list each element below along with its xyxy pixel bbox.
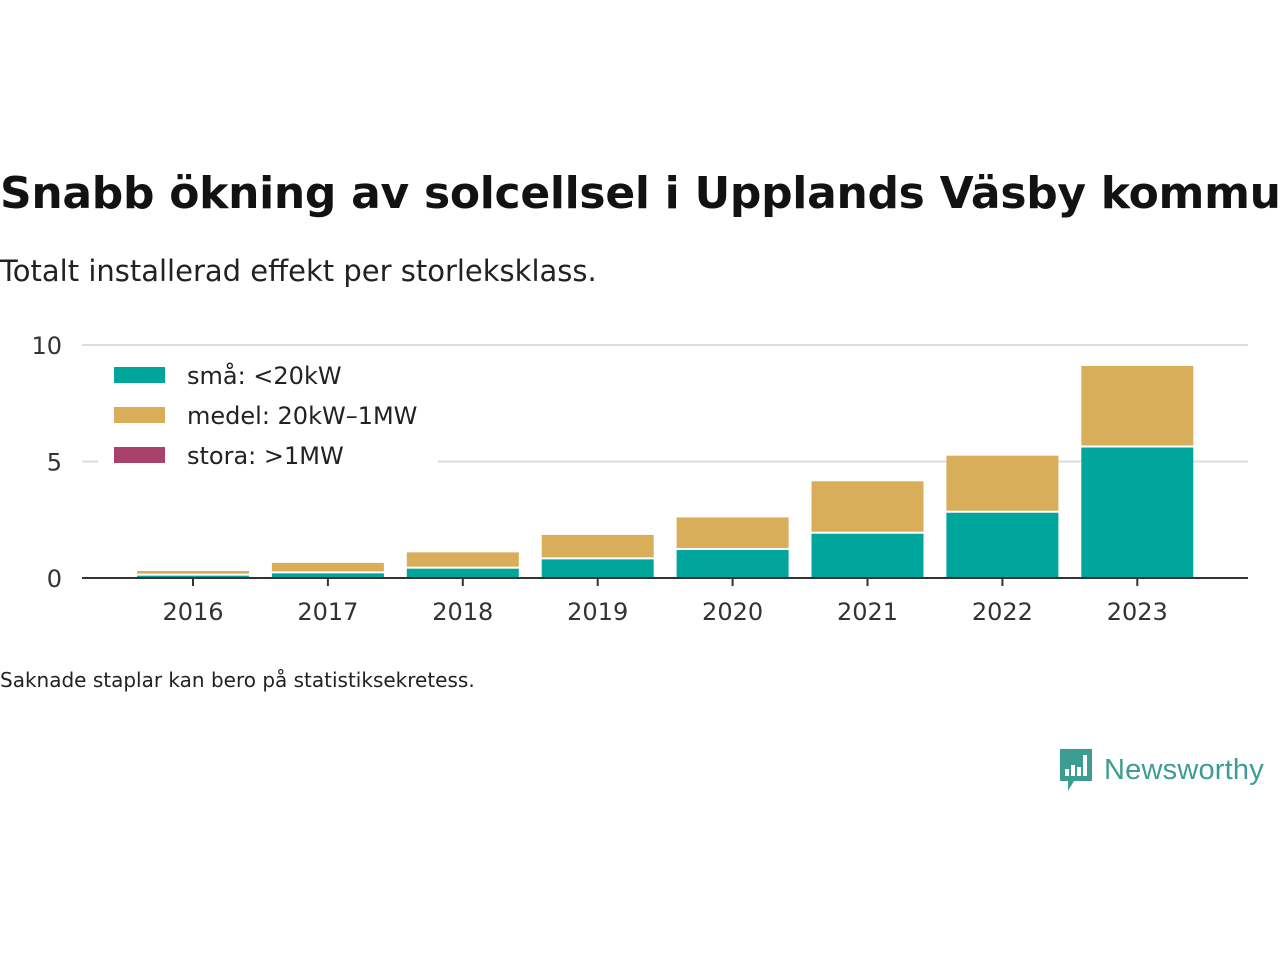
legend-swatch (114, 447, 165, 463)
x-tick-label: 2018 (432, 598, 493, 626)
bar-2018-series-1 (406, 552, 519, 567)
bar-2017-series-1 (271, 562, 384, 572)
bar-2022-series-1 (946, 455, 1059, 511)
bar-2019-series-1 (541, 534, 654, 558)
legend-swatch (114, 407, 165, 423)
bar-2022-series-0 (946, 512, 1059, 578)
footnote: Saknade staplar kan bero på statistiksek… (0, 668, 475, 692)
x-tick-label: 2022 (972, 598, 1033, 626)
y-tick-label: 0 (47, 565, 62, 593)
stacked-bar-chart: 0 5 10 2016 2017 2018 2019 2020 2021 2022 2023 små… (31, 332, 1248, 626)
x-tick-label: 2021 (837, 598, 898, 626)
legend-label: medel: 20kW–1MW (187, 402, 417, 430)
bar-2019-series-0 (541, 559, 654, 578)
x-tick-label: 2016 (162, 598, 223, 626)
brand-name: Newsworthy (1104, 753, 1264, 786)
legend-label: stora: >1MW (187, 442, 344, 470)
x-tick-label: 2023 (1107, 598, 1168, 626)
bar-2020-series-1 (676, 517, 789, 549)
legend: små: <20kW medel: 20kW–1MW stora: >1MW (98, 356, 438, 474)
x-tick-label: 2019 (567, 598, 628, 626)
bar-2016-series-0 (137, 575, 249, 578)
bar-2017-series-0 (271, 573, 384, 578)
y-tick-label: 5 (47, 449, 62, 477)
x-tick-label: 2020 (702, 598, 763, 626)
bar-2023-series-0 (1081, 447, 1194, 578)
x-tick-label: 2017 (297, 598, 358, 626)
bars (137, 365, 1194, 578)
bar-2016-series-1 (137, 571, 249, 574)
bar-2021-series-1 (811, 481, 924, 532)
legend-label: små: <20kW (187, 361, 342, 390)
legend-swatch (114, 367, 165, 383)
y-tick-label: 10 (31, 332, 62, 360)
brand: Newsworthy (1058, 746, 1264, 794)
axes: 0 5 10 2016 2017 2018 2019 2020 2021 2022 2023 (31, 332, 1248, 626)
chart-title: Snabb ökning av solcellsel i Upplands Vä… (0, 168, 1280, 219)
bar-2021-series-0 (811, 533, 924, 578)
bar-2023-series-1 (1081, 365, 1194, 446)
bar-2018-series-0 (406, 568, 519, 578)
newsworthy-bar-chart-icon (1060, 749, 1092, 791)
chart-subtitle: Totalt installerad effekt per storlekskl… (0, 254, 597, 288)
bar-2020-series-0 (676, 550, 789, 578)
